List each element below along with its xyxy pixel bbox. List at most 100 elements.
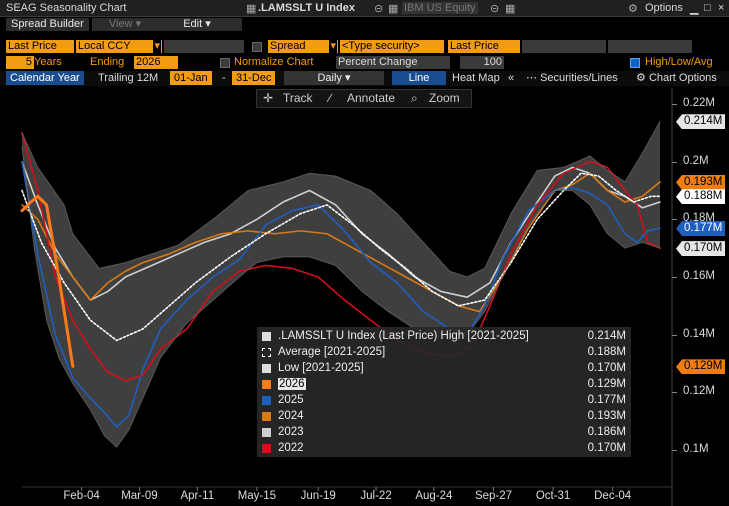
gear-icon: ⚙ (636, 72, 646, 84)
grid-icon[interactable]: ▦ (388, 3, 399, 15)
series-line-2022 (21, 132, 661, 382)
legend-swatch (262, 332, 271, 341)
legend-swatch (262, 364, 271, 373)
legend-item[interactable]: 2024 0.193M (257, 409, 631, 425)
x-tick-label: Apr-11 (180, 490, 214, 502)
y-tick (672, 219, 677, 221)
line-button[interactable]: Line (392, 71, 446, 85)
calendar-year-button[interactable]: Calendar Year (6, 71, 84, 85)
securities-lines-button[interactable]: ⋯ Securities/Lines (522, 71, 622, 85)
currency-select[interactable]: Local CCY ▾ (76, 40, 162, 53)
view-menu[interactable]: View ▾ (92, 18, 158, 31)
high-low-avg-checkbox[interactable] (630, 58, 640, 68)
spread-checkbox[interactable] (252, 42, 262, 52)
magnifier-icon[interactable]: ⌕ (411, 91, 418, 105)
years-label: Years (34, 56, 62, 68)
lines-icon: ⋯ (526, 72, 537, 84)
value-tag: 0.177M (676, 220, 726, 236)
legend-value: 0.193M (587, 410, 626, 422)
security-2-field[interactable]: IBM US Equity (402, 2, 478, 14)
legend-label: 2025 (278, 394, 304, 406)
legend-item[interactable]: Average [2021-2025] 0.188M (257, 345, 631, 361)
x-tick-label: Mar-09 (121, 490, 157, 502)
legend-value: 0.177M (587, 394, 626, 406)
empty-select-3[interactable] (608, 40, 692, 53)
value-tag: 0.170M (676, 241, 726, 257)
x-tick-label: Sep-27 (475, 490, 512, 502)
y-tick-label: 0.1M (683, 443, 709, 455)
chart-options-button[interactable]: ⚙ Chart Options (632, 71, 721, 85)
options-menu[interactable]: Options (645, 2, 683, 14)
close-icon[interactable]: × (718, 2, 725, 14)
minimize-icon[interactable]: ▁ (690, 3, 699, 15)
pencil-icon[interactable]: ∕ (329, 91, 332, 105)
grid-icon-2[interactable]: ▦ (505, 3, 516, 15)
value-tag: 0.188M (676, 189, 726, 205)
legend-item[interactable]: 2023 0.186M (257, 425, 631, 441)
edit-menu[interactable]: Edit ▾ (152, 18, 242, 31)
track-tool[interactable]: Track (283, 91, 313, 105)
ending-year-stepper[interactable]: 2026 (134, 56, 178, 69)
normalize-base-input[interactable]: 100 (460, 56, 504, 69)
legend-item[interactable]: 2026 0.129M (257, 377, 631, 393)
legend-swatch (262, 396, 271, 405)
y-tick-label: 0.12M (683, 385, 715, 398)
frequency-label: Daily (317, 72, 342, 84)
y-tick (672, 392, 677, 394)
empty-select-2[interactable] (522, 40, 606, 53)
series-line-average-2021-2025- (21, 172, 661, 342)
spread-builder-button[interactable]: Spread Builder (6, 18, 89, 31)
maximize-icon[interactable]: □ (704, 2, 711, 14)
field-2-select[interactable]: Last Price (448, 40, 520, 53)
legend-label: Average [2021-2025] (278, 346, 386, 358)
legend-item[interactable]: 2025 0.177M (257, 393, 631, 409)
legend-value: 0.214M (587, 330, 626, 342)
chevron-down-icon: ▾ (329, 40, 337, 53)
spread-select[interactable]: Spread ▾ (268, 40, 338, 53)
y-tick-label: 0.22M (683, 97, 715, 109)
link-icon-2[interactable]: ⊝ (490, 3, 500, 15)
normalize-checkbox[interactable] (220, 58, 230, 68)
legend-item[interactable]: Low [2021-2025] 0.170M (257, 361, 631, 377)
security-grid-icon[interactable]: ▦ (246, 3, 257, 15)
trailing-12m-button[interactable]: Trailing 12M (98, 72, 159, 84)
seasonality-chart[interactable]: Feb-04 Mar-09 Apr-11 May-15 Jun-19 Jul-22 Aug-… (0, 88, 729, 506)
legend-value: 0.170M (587, 442, 626, 454)
high-low-avg-label: High/Low/Avg (645, 56, 713, 68)
legend-value: 0.129M (587, 378, 626, 390)
legend-item[interactable]: 2022 0.170M (257, 441, 631, 457)
series-line-2026 (20, 194, 75, 368)
chart-options-label: Chart Options (648, 72, 717, 84)
legend-item[interactable]: .LAMSSLT U Index (Last Price) High [2021… (257, 329, 631, 345)
spread-label: Spread (270, 40, 306, 52)
empty-select-1[interactable] (164, 40, 244, 53)
zoom-tool[interactable]: Zoom (429, 91, 460, 105)
y-tick-label: 0.2M (683, 154, 709, 167)
collapse-icon[interactable]: « (508, 72, 515, 84)
frequency-select[interactable]: Daily ▾ (284, 71, 384, 85)
annotate-tool[interactable]: Annotate (347, 91, 396, 105)
years-stepper[interactable]: 5 (6, 56, 34, 69)
type-security-input[interactable]: <Type security> (340, 40, 444, 53)
x-tick-label: Oct-31 (536, 490, 571, 502)
link-icon[interactable]: ⊝ (374, 3, 384, 15)
date-separator: - (222, 72, 226, 84)
y-tick (672, 104, 677, 105)
field-select[interactable]: Last Price (6, 40, 74, 53)
legend-swatch (262, 428, 271, 437)
y-tick (672, 277, 677, 278)
series-line-2025 (21, 160, 661, 428)
series-line-high-2021-2025- (21, 120, 661, 278)
heat-map-button[interactable]: Heat Map (452, 72, 500, 84)
legend-label: 2026 (278, 378, 306, 390)
value-tag: 0.193M (676, 174, 726, 190)
crosshair-icon[interactable]: ✛ (263, 91, 274, 105)
normalize-mode-select[interactable]: Percent Change (336, 56, 450, 69)
edit-menu-label: Edit (183, 18, 203, 30)
gear-icon[interactable]: ⚙ (628, 3, 638, 15)
end-date-input[interactable]: 31-Dec (232, 71, 276, 85)
menu-bar: Spread Builder View ▾ Edit ▾ (0, 17, 729, 32)
value-tag: 0.129M (676, 359, 726, 375)
security-1-field[interactable]: .LAMSSLT U Index (258, 2, 355, 14)
start-date-input[interactable]: 01-Jan (170, 71, 212, 85)
